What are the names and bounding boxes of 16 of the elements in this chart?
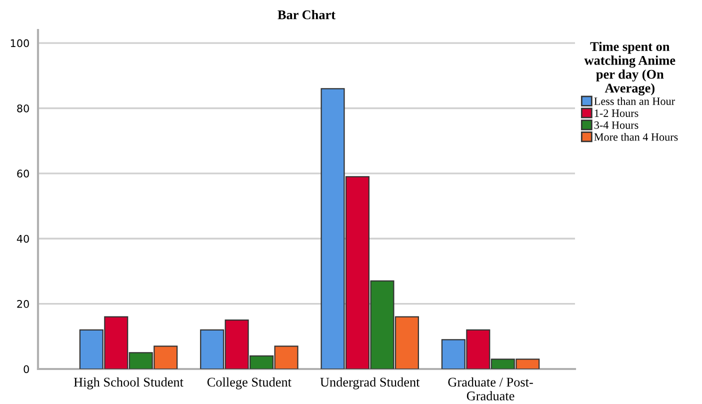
- x-tick-label: Undergrad Student: [320, 377, 420, 390]
- y-tick-label: 20: [17, 300, 29, 308]
- y-tick-label: 0: [24, 365, 29, 374]
- legend-label: 3-4 Hours: [594, 121, 638, 129]
- legend-label: Less than an Hour: [594, 97, 675, 106]
- chart-title: Bar Chart: [278, 10, 336, 20]
- y-tick-label: 100: [10, 39, 29, 48]
- y-tick-label: 80: [17, 104, 29, 112]
- legend-label: More than 4 Hours: [594, 132, 678, 141]
- y-tick-label: 40: [16, 234, 29, 243]
- y-tick-label: 60: [17, 170, 29, 178]
- legend-title: Time spent on watching Anime per day (On Average): [584, 42, 676, 96]
- x-tick-label: Graduate / Post- Graduate: [448, 377, 533, 400]
- x-tick-label: College Student: [207, 377, 292, 390]
- legend-label: 1-2 Hours: [594, 109, 638, 117]
- x-tick-label: High School Student: [74, 377, 184, 390]
